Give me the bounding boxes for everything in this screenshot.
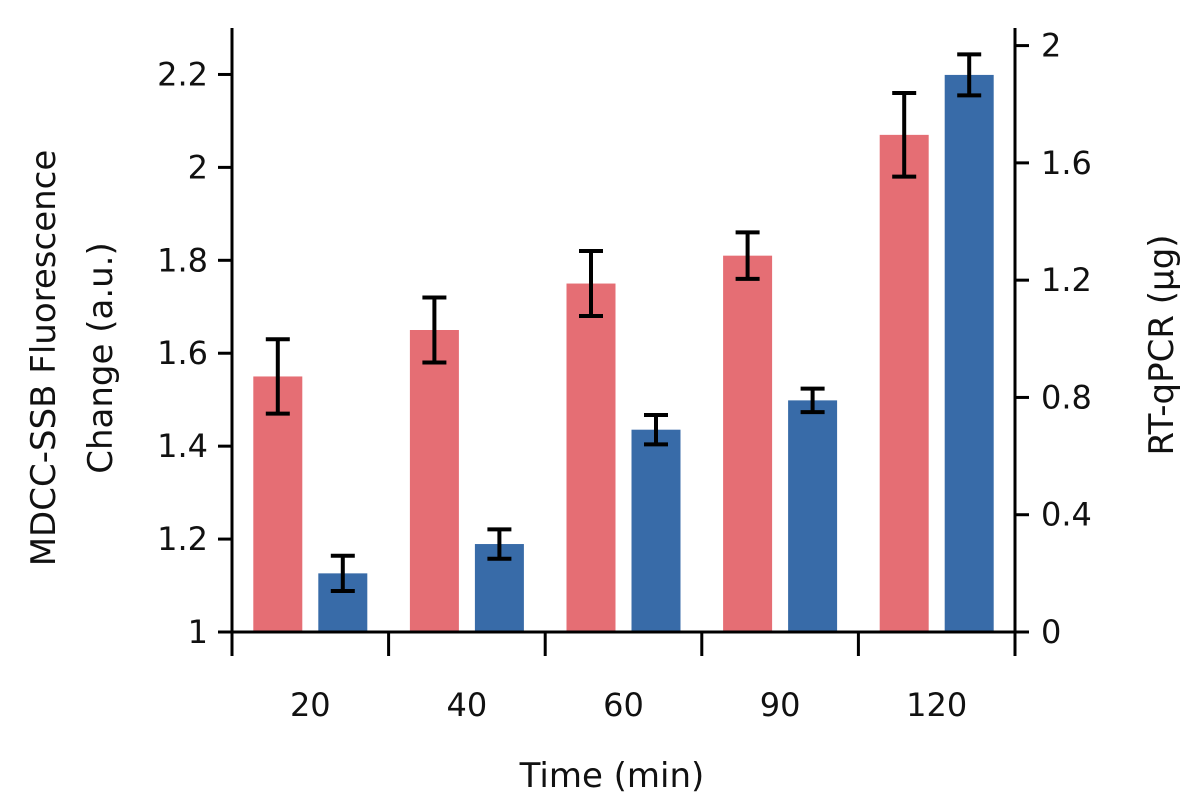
y-left-tick-label: 1.8 <box>157 241 208 279</box>
y-left-tick-label: 1 <box>188 613 208 651</box>
y-right-tick-label: 0.4 <box>1041 496 1092 534</box>
bar-series-1 <box>253 376 303 631</box>
y-right-tick-label: 0.8 <box>1041 378 1092 416</box>
y-left-tick-label: 1.2 <box>157 520 208 558</box>
y-left-tick-label: 1.6 <box>157 334 208 372</box>
x-axis-title: Time (min) <box>519 756 705 796</box>
y-right-tick-label: 1.6 <box>1041 144 1092 182</box>
bar-series-1 <box>409 330 459 631</box>
bar-series-1 <box>566 283 616 631</box>
y-right-tick-label: 2 <box>1041 27 1061 65</box>
x-tick-label: 20 <box>290 686 331 724</box>
axis-labels: Time (min) MDCC-SSB Fluorescence Change … <box>24 150 1182 796</box>
bar-series-1 <box>879 134 929 631</box>
y-right-tick-label: 0 <box>1041 613 1061 651</box>
x-tick-label: 60 <box>603 686 644 724</box>
y-left-axis-title-line1: MDCC-SSB Fluorescence <box>24 150 64 567</box>
bars <box>253 74 994 631</box>
bar-series-2 <box>631 429 681 631</box>
error-bars <box>265 52 982 593</box>
axes: 1 1.2 1.4 1.6 1.8 2 2.2 0 0.4 0.8 1.2 1.6 2 20 40 60 90 1… <box>157 27 1092 724</box>
y-left-tick-label: 1.4 <box>157 427 208 465</box>
y-right-tick-label: 1.2 <box>1041 261 1092 299</box>
x-tick-label: 120 <box>906 686 967 724</box>
bar-series-2 <box>944 74 994 631</box>
bar-series-2 <box>788 400 838 631</box>
bar-series-1 <box>723 255 773 631</box>
y-right-axis-title: RT-qPCR (µg) <box>1142 234 1182 455</box>
x-tick-label: 90 <box>760 686 801 724</box>
x-tick-label: 40 <box>447 686 488 724</box>
y-left-axis-title-line2: Change (a.u.) <box>81 242 121 474</box>
y-left-tick-label: 2.2 <box>157 55 208 93</box>
y-left-tick-label: 2 <box>188 148 208 186</box>
